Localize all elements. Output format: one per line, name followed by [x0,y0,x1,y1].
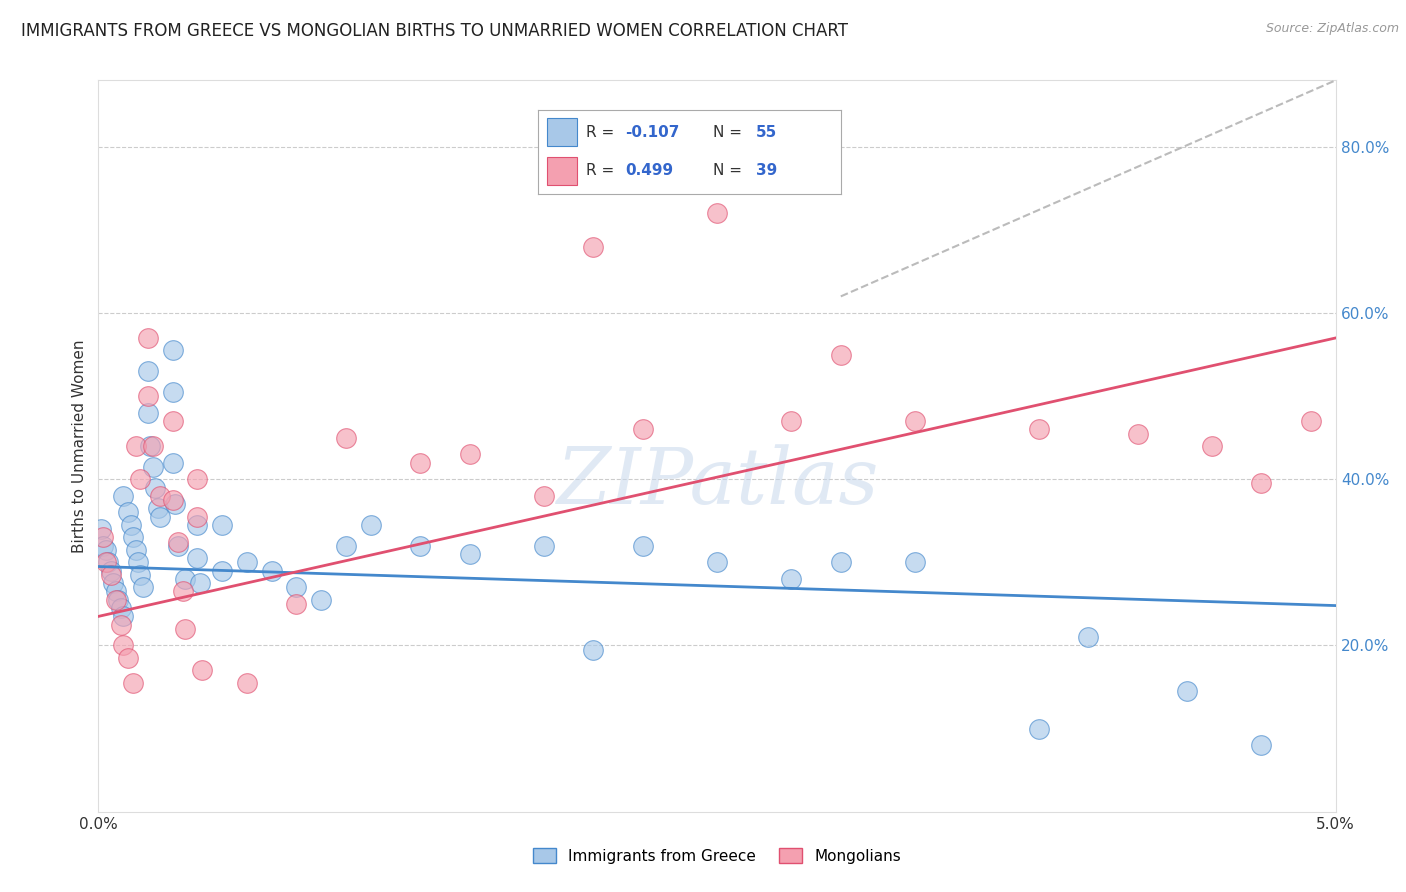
Point [904,555,927,569]
Point [533,489,555,503]
Point [1175,684,1198,698]
Point [458,447,481,461]
Point [142,459,165,474]
Point [1299,414,1322,428]
Point [100,564,122,578]
Point [582,239,605,253]
Point [93,530,115,544]
Point [582,642,605,657]
Point [107,592,129,607]
Point [136,364,159,378]
Point [285,580,308,594]
Point [1201,439,1223,453]
Point [706,206,728,220]
Point [1028,422,1050,436]
Point [94,542,117,557]
Point [706,555,728,569]
Point [1250,476,1272,491]
Point [97,555,120,569]
Point [166,534,188,549]
Point [136,331,159,345]
Point [780,414,803,428]
Point [120,518,142,533]
Point [132,580,155,594]
Point [112,609,135,624]
Point [162,384,184,399]
Point [129,472,152,486]
Point [117,506,139,520]
Point [335,539,357,553]
Legend: Immigrants from Greece, Mongolians: Immigrants from Greece, Mongolians [527,842,907,870]
Point [285,597,308,611]
Point [162,343,184,358]
Point [309,592,332,607]
Point [139,439,162,453]
Point [533,539,555,553]
Point [104,592,127,607]
Point [143,481,166,495]
Point [172,584,194,599]
Point [136,389,159,403]
Point [90,522,112,536]
Point [260,564,283,578]
Point [162,456,184,470]
Point [186,551,208,566]
Point [904,414,927,428]
Point [188,576,211,591]
Point [122,676,145,690]
Point [1077,630,1099,644]
Point [149,509,172,524]
Point [165,497,187,511]
Point [149,489,172,503]
Text: IMMIGRANTS FROM GREECE VS MONGOLIAN BIRTHS TO UNMARRIED WOMEN CORRELATION CHART: IMMIGRANTS FROM GREECE VS MONGOLIAN BIRT… [21,22,848,40]
Point [631,539,654,553]
Point [191,664,214,678]
Point [104,584,127,599]
Point [94,555,117,569]
Point [780,572,803,586]
Point [458,547,481,561]
Point [112,639,135,653]
Point [142,439,165,453]
Point [100,567,122,582]
Point [236,676,259,690]
Text: ZIPatlas: ZIPatlas [555,444,879,521]
Point [129,567,152,582]
Text: Source: ZipAtlas.com: Source: ZipAtlas.com [1265,22,1399,36]
Point [211,564,233,578]
Point [112,489,135,503]
Point [162,414,184,428]
Point [631,422,654,436]
Point [93,539,115,553]
Point [117,651,139,665]
Point [127,555,149,569]
Point [830,347,852,362]
Point [186,472,208,486]
Point [162,493,184,508]
Point [236,555,259,569]
Point [335,431,357,445]
Y-axis label: Births to Unmarried Women: Births to Unmarried Women [72,339,87,553]
Point [110,617,132,632]
Point [136,406,159,420]
Point [110,601,132,615]
Point [409,539,432,553]
Point [174,572,197,586]
Point [122,530,145,544]
Point [186,518,208,533]
Point [1028,722,1050,736]
Point [360,518,382,533]
Point [409,456,432,470]
Point [1250,738,1272,752]
Point [1126,426,1149,441]
Point [124,542,146,557]
Point [186,509,208,524]
Point [124,439,146,453]
Point [146,501,169,516]
Point [174,622,197,636]
Point [103,576,125,591]
Point [830,555,852,569]
Point [166,539,188,553]
Point [211,518,233,533]
